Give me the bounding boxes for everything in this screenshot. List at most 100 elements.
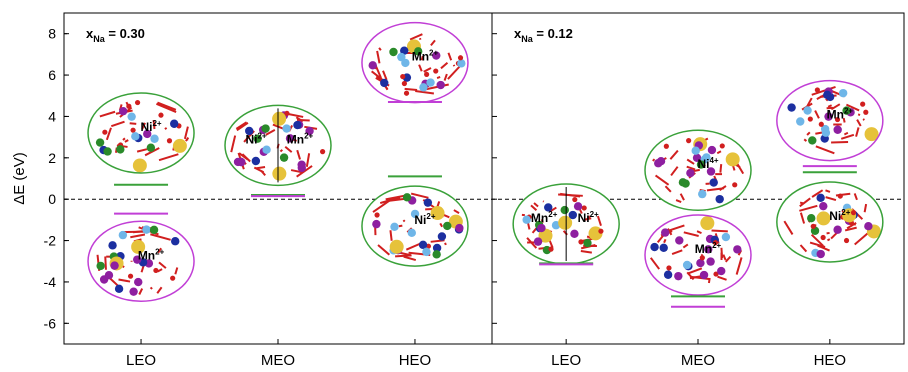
bond: [559, 192, 581, 198]
bond: [105, 127, 112, 141]
structure-inset-meo: Ni2+ Mn2+: [224, 104, 332, 187]
atom: [663, 143, 669, 149]
bond: [152, 119, 156, 130]
atom: [573, 202, 583, 211]
atom: [850, 210, 857, 216]
atom: [692, 153, 702, 163]
atom: [110, 261, 119, 270]
atom: [130, 127, 136, 133]
x-category-label: HEO: [399, 352, 432, 369]
atom: [808, 136, 817, 145]
bond: [827, 238, 831, 242]
atom: [118, 106, 128, 116]
atom: [659, 243, 668, 253]
y-tick-label: 8: [48, 26, 56, 42]
bond: [403, 255, 417, 262]
bond: [439, 222, 444, 228]
bond: [803, 138, 808, 142]
atom: [390, 222, 399, 232]
bond: [706, 187, 725, 192]
bond: [158, 153, 179, 162]
bond: [99, 110, 116, 118]
inset-border: [361, 185, 469, 267]
atom: [732, 182, 738, 188]
bond: [158, 261, 167, 269]
atom: [719, 143, 725, 149]
atom: [551, 221, 561, 230]
y-tick-label: 0: [48, 191, 56, 207]
atom: [696, 160, 706, 169]
atom: [432, 243, 442, 253]
bond: [799, 201, 804, 205]
atom: [704, 245, 713, 254]
atom: [598, 228, 604, 234]
bond: [141, 122, 146, 130]
y-tick-label: -2: [44, 233, 57, 249]
bond: [806, 131, 811, 136]
atom: [583, 238, 592, 248]
ion-label: Mn2+: [531, 210, 558, 225]
bond: [671, 249, 683, 256]
x-category-label: LEO: [126, 352, 156, 369]
atom: [432, 51, 441, 60]
bond: [686, 165, 696, 171]
bond: [104, 256, 107, 270]
bond: [549, 206, 557, 213]
bond: [811, 85, 836, 96]
inset-border: [776, 79, 884, 162]
y-axis-label: ΔE (eV): [11, 152, 28, 205]
atom: [402, 193, 412, 202]
atom: [581, 205, 587, 211]
bond: [440, 62, 449, 70]
atom: [787, 103, 796, 112]
atom: [320, 149, 326, 155]
inset-background: [361, 186, 468, 267]
bond: [719, 164, 723, 173]
bond: [452, 64, 456, 67]
atom: [686, 138, 692, 144]
structure-inset-heo: Mn2+: [361, 21, 469, 104]
bond: [846, 222, 857, 230]
atom: [436, 80, 445, 90]
atom: [114, 284, 124, 294]
bond: [238, 152, 249, 161]
atom: [682, 260, 692, 270]
atom: [118, 230, 128, 240]
bond: [720, 247, 724, 259]
atom: [715, 194, 724, 204]
bond: [443, 73, 448, 81]
y-tick-label: 6: [48, 67, 56, 83]
atom: [150, 134, 159, 143]
bond: [722, 254, 727, 261]
bond: [404, 87, 418, 92]
bond: [687, 267, 703, 275]
bond: [453, 209, 460, 214]
bond: [844, 226, 857, 232]
bond: [664, 185, 672, 193]
bond: [284, 145, 293, 153]
structure-inset-meo: Ni4+: [644, 129, 752, 211]
atom: [864, 127, 879, 142]
atom: [842, 106, 851, 115]
x-category-label: MEO: [261, 352, 295, 369]
atom: [133, 255, 142, 264]
bond: [377, 244, 391, 256]
bond: [827, 104, 833, 108]
atom: [380, 78, 389, 88]
atom: [297, 160, 306, 169]
atom: [843, 237, 850, 244]
atom: [700, 216, 715, 231]
bond: [783, 220, 794, 235]
atom: [721, 232, 731, 242]
atom: [821, 128, 831, 137]
atom: [245, 126, 254, 136]
atom: [143, 129, 152, 139]
inset-atoms: [230, 110, 326, 181]
bond: [825, 196, 837, 201]
inset-atoms: [652, 137, 745, 204]
inset-atoms: [372, 192, 464, 262]
bond: [810, 233, 824, 247]
structure-insets: Ni2+ Mn2+ Ni2+ Mn2+ Mn2+ Ni2+ Mn2+ Ni2+ Ni4+ Mn2+…: [87, 21, 884, 302]
atom: [709, 178, 718, 187]
bond: [845, 103, 860, 112]
